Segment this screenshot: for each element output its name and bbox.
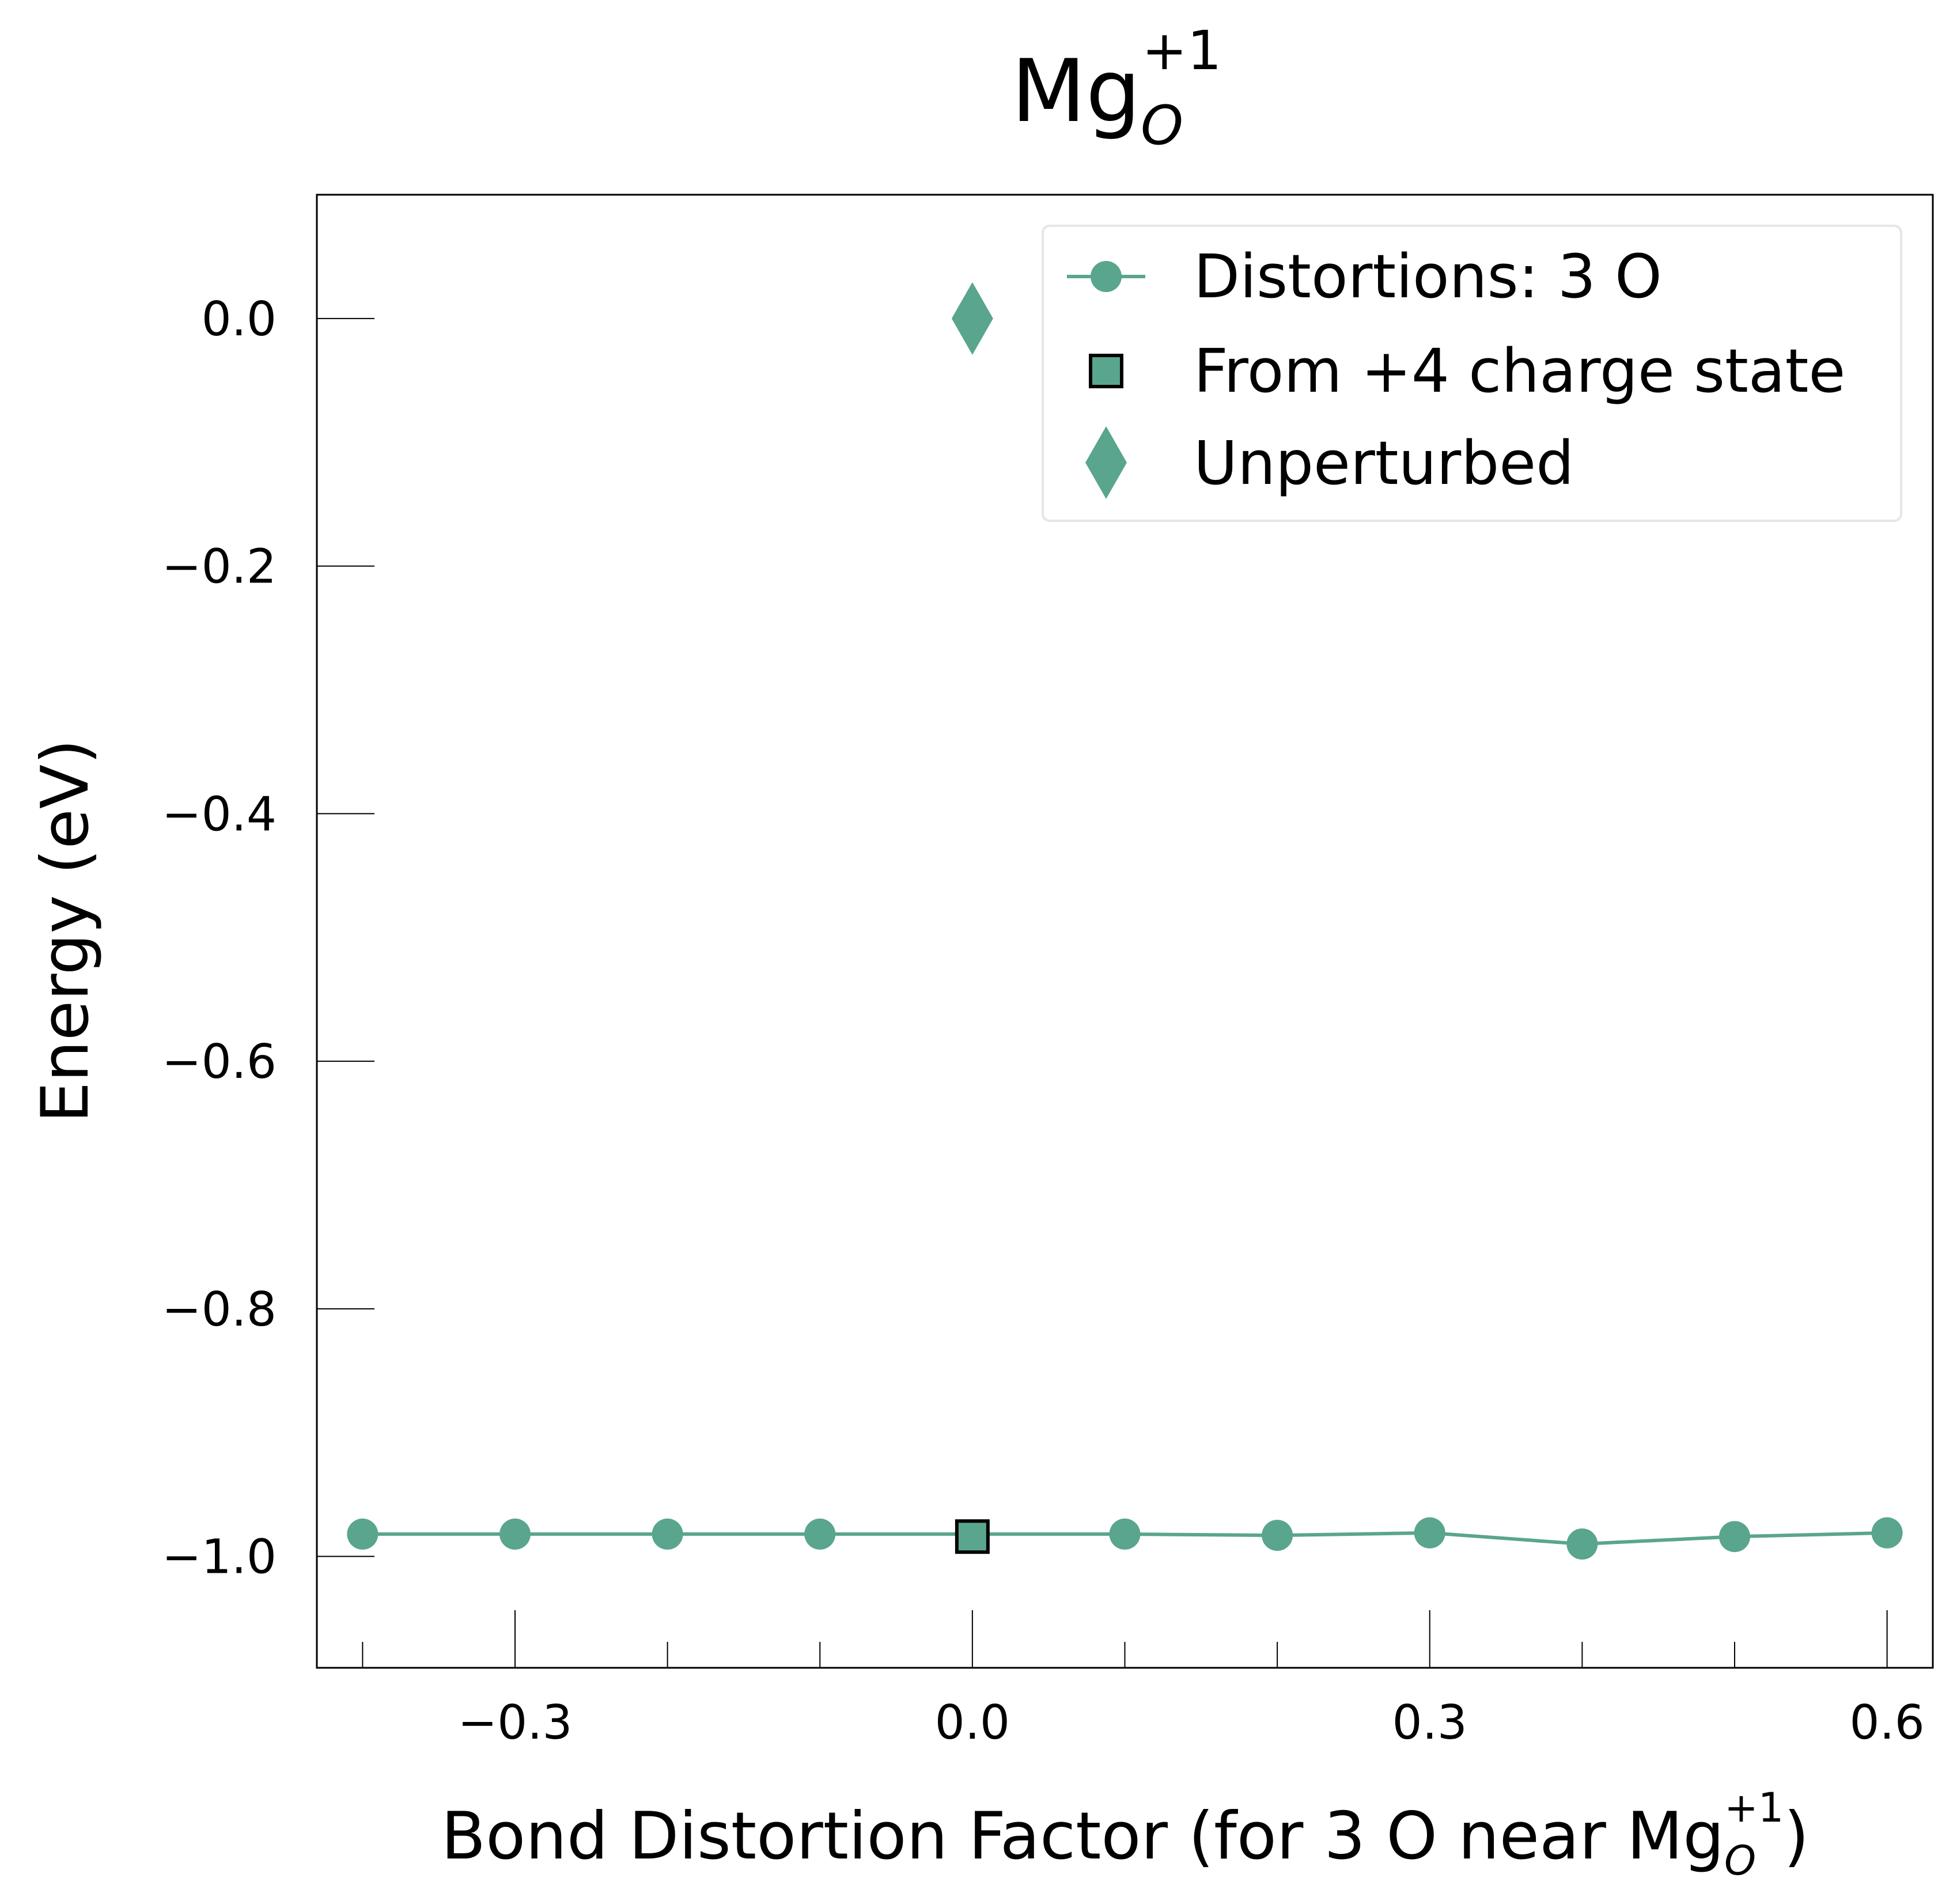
data-point-distortions [1262, 1520, 1293, 1551]
data-point-distortions [1871, 1517, 1903, 1549]
data-series [347, 282, 1903, 1560]
x-tick-label: 0.0 [935, 1695, 1010, 1750]
title-superscript: +1 [1142, 20, 1222, 82]
data-point-unperturbed [951, 282, 993, 355]
x-axis-label: Bond Distortion Factor (for 3 O near MgO… [441, 1784, 1810, 1884]
data-point-distortions [347, 1518, 378, 1550]
data-point-distortions [1718, 1521, 1750, 1553]
x-axis-label-prefix: Bond Distortion Factor (for 3 O near [441, 1798, 1627, 1874]
y-tick-label: −0.2 [162, 540, 277, 595]
legend: Distortions: 3 O From +4 charge state Un… [1042, 225, 1902, 522]
y-tick-label: −0.8 [162, 1282, 277, 1337]
legend-square-marker [1089, 354, 1123, 388]
title-base: Mg [1011, 41, 1141, 142]
legend-label-distortions: Distortions: 3 O [1194, 241, 1662, 312]
y-tick-label: −0.6 [162, 1035, 277, 1089]
x-tick-label: 0.6 [1849, 1695, 1924, 1750]
y-tick-label: −1.0 [162, 1530, 277, 1585]
legend-entry-unperturbed: Unperturbed [1085, 426, 1574, 499]
data-point-distortions [1414, 1517, 1445, 1549]
legend-diamond-marker [1085, 426, 1127, 499]
legend-entry-from-charge-state: From +4 charge state [1089, 336, 1845, 406]
legend-circle-marker [1091, 261, 1122, 292]
data-point-distortions [652, 1518, 683, 1550]
x-axis-label-suffix: ) [1784, 1798, 1809, 1874]
data-point-distortions [1566, 1528, 1598, 1560]
y-tick-label: −0.4 [162, 787, 277, 842]
series-line-distortions [362, 1531, 1887, 1546]
data-point-distortions [499, 1518, 531, 1550]
x-axis-label-superscript: +1 [1724, 1784, 1784, 1831]
title-subscript: O [1141, 94, 1183, 157]
y-tick-label: 0.0 [202, 292, 277, 347]
legend-label-unperturbed: Unperturbed [1194, 428, 1574, 498]
data-point-distortions [804, 1518, 836, 1550]
y-axis-label: Energy (eV) [27, 739, 103, 1123]
data-point-distortions [1109, 1518, 1141, 1550]
legend-entry-distortions: Distortions: 3 O [1067, 241, 1662, 312]
chart-title: MgO +1 [1011, 20, 1221, 157]
x-tick-label: −0.3 [457, 1695, 572, 1750]
axis-ticks: 0.0 −0.2 −0.4 −0.6 −0.8 −1.0 −0.3 0.0 0.3 0.6 [162, 292, 1925, 1750]
legend-label-from-charge-state: From +4 charge state [1194, 336, 1845, 406]
x-tick-label: 0.3 [1392, 1695, 1467, 1750]
x-axis-label-base: Mg [1627, 1798, 1724, 1874]
legend-box [1042, 225, 1902, 522]
data-point-from-charge-state [955, 1519, 990, 1554]
x-axis-label-subscript: O [1724, 1837, 1756, 1884]
